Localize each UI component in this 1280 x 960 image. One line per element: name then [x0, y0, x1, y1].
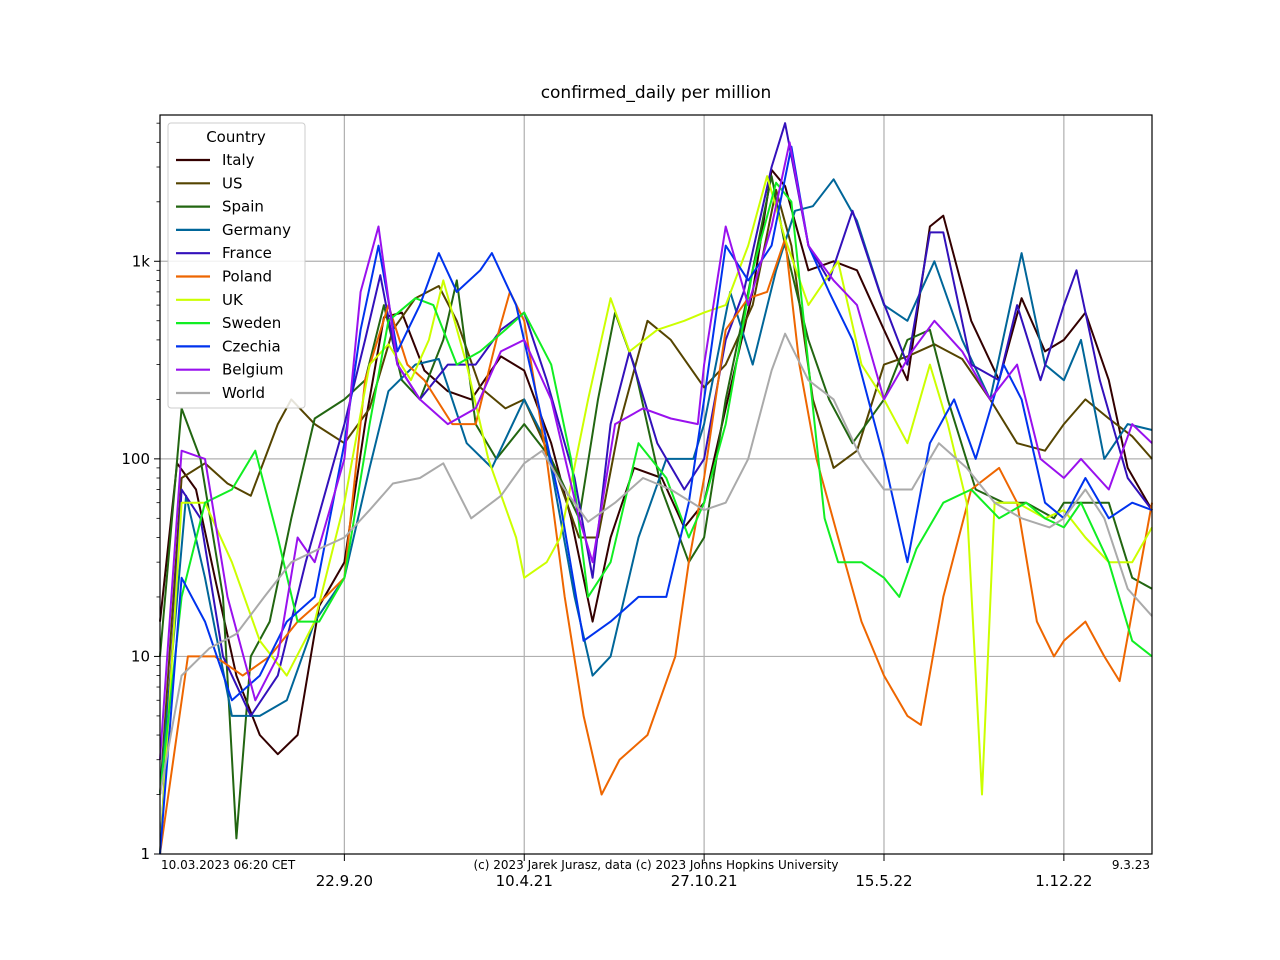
y-tick-label: 1	[140, 845, 150, 863]
series-line-uk	[159, 175, 1153, 855]
legend: Country Italy US Spain Germany France Poland U…	[167, 122, 306, 409]
x-tick-label: 27.10.21	[671, 872, 738, 890]
legend-label-sweden: Sweden	[222, 314, 281, 332]
y-tick-label: 100	[121, 450, 150, 468]
y-axis: 1 10 100 1k	[121, 122, 160, 863]
credit-label: (c) 2023 Jarek Jurasz, data (c) 2023 Joh…	[473, 858, 838, 872]
legend-label-france: France	[222, 244, 272, 262]
series-line-world	[159, 332, 1153, 795]
timestamp-label: 10.03.2023 06:20 CET	[161, 858, 296, 872]
legend-label-poland: Poland	[222, 268, 272, 286]
series-layer	[159, 122, 1153, 855]
plot-frame	[159, 114, 1153, 855]
legend-label-germany: Germany	[222, 221, 291, 239]
x-tick-label: 22.9.20	[316, 872, 373, 890]
legend-label-italy: Italy	[222, 151, 255, 169]
legend-box	[167, 122, 306, 409]
legend-label-us: US	[222, 174, 243, 192]
legend-label-uk: UK	[222, 291, 244, 309]
x-tick-label: 10.4.21	[496, 872, 553, 890]
series-line-france	[159, 122, 1153, 855]
x-axis: 22.9.20 10.4.21 27.10.21 15.5.22 1.12.22	[316, 854, 1092, 890]
series-line-italy	[159, 168, 1153, 756]
x-tick-label: 15.5.22	[855, 872, 912, 890]
x-tick-label: 1.12.22	[1035, 872, 1092, 890]
legend-label-spain: Spain	[222, 198, 264, 216]
legend-label-world: World	[222, 384, 265, 402]
legend-title: Country	[206, 128, 266, 146]
series-line-belgium	[159, 141, 1153, 760]
end-date-label: 9.3.23	[1112, 858, 1150, 872]
legend-label-belgium: Belgium	[222, 361, 284, 379]
chart-title: confirmed_daily per million	[541, 83, 772, 103]
y-tick-label: 10	[131, 647, 150, 665]
y-tick-label: 1k	[132, 252, 151, 270]
legend-label-czechia: Czechia	[222, 337, 281, 355]
series-line-sweden	[159, 181, 1153, 795]
